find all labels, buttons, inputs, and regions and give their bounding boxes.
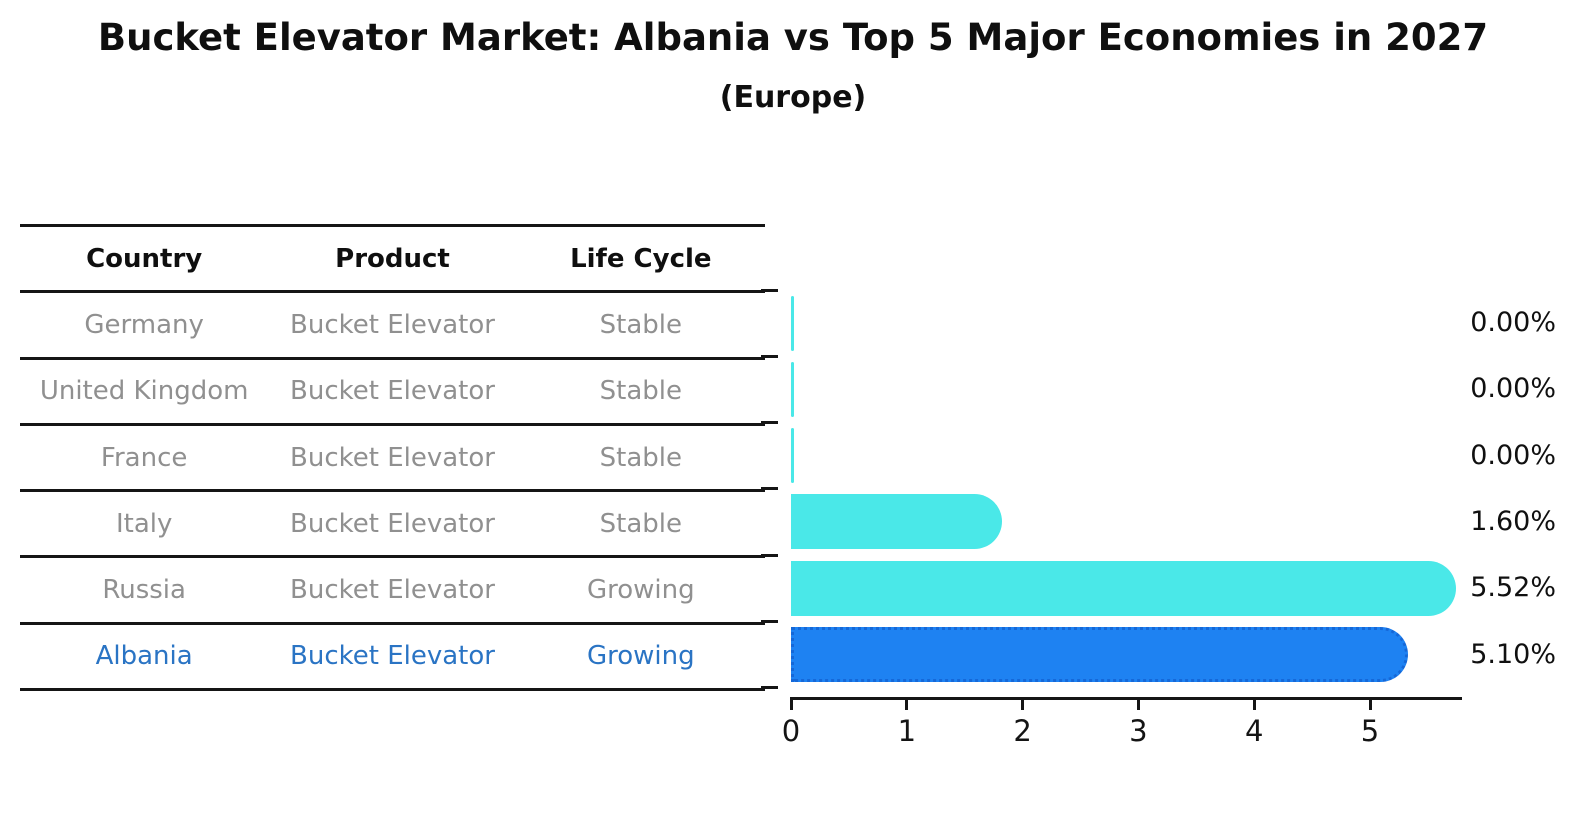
lifecycle-cell: Stable xyxy=(599,508,682,539)
lifecycle-cell: Stable xyxy=(599,376,682,407)
column-header-lifecycle: Life Cycle xyxy=(570,243,712,274)
value-label-united-kingdom: 0.00% xyxy=(1470,373,1556,405)
y-axis-dash xyxy=(761,288,778,292)
chart-subtitle: (Europe) xyxy=(719,80,867,115)
bar-germany xyxy=(791,295,794,351)
value-label-albania: 5.10% xyxy=(1470,638,1556,670)
table-row-russia: Russia Bucket Elevator Growing xyxy=(20,558,765,625)
lifecycle-cell: Growing xyxy=(586,575,695,606)
table-body: Germany Bucket Elevator Stable United Kingd… xyxy=(20,293,765,692)
lifecycle-cell: Growing xyxy=(586,641,695,672)
country-cell: Russia xyxy=(102,575,186,606)
value-label-italy: 1.60% xyxy=(1470,505,1556,537)
table-header-row: Country Product Life Cycle xyxy=(20,227,765,294)
x-axis-tick xyxy=(1021,697,1025,710)
y-axis-dash xyxy=(761,487,778,491)
bar-italy xyxy=(791,494,1003,550)
value-label-france: 0.00% xyxy=(1470,439,1556,471)
product-cell: Bucket Elevator xyxy=(290,641,495,672)
table-row-germany: Germany Bucket Elevator Stable xyxy=(20,293,765,360)
bar-france xyxy=(791,428,794,484)
table-row-united-kingdom: United Kingdom Bucket Elevator Stable xyxy=(20,360,765,426)
bar-russia xyxy=(791,560,1457,616)
product-cell: Bucket Elevator xyxy=(290,309,495,340)
y-axis-dash xyxy=(761,620,778,623)
x-axis-tick-label: 2 xyxy=(1013,714,1032,748)
x-axis-line xyxy=(791,697,1462,700)
x-axis-tick-label: 1 xyxy=(897,714,917,748)
x-axis-tick xyxy=(905,697,909,710)
lifecycle-cell: Stable xyxy=(599,309,682,340)
bar-albania xyxy=(791,627,1408,682)
product-cell: Bucket Elevator xyxy=(290,442,495,473)
y-axis-dash xyxy=(761,421,778,425)
value-label-germany: 0.00% xyxy=(1470,307,1556,338)
table-row-italy: Italy Bucket Elevator Stable xyxy=(20,492,765,559)
x-axis-tick-label: 5 xyxy=(1360,714,1380,748)
country-cell: Germany xyxy=(84,309,204,340)
x-axis-tick xyxy=(1368,697,1372,710)
y-axis-dash xyxy=(761,686,778,690)
x-axis-tick-label: 3 xyxy=(1129,714,1148,748)
product-cell: Bucket Elevator xyxy=(290,508,495,539)
x-axis-tick xyxy=(789,697,793,710)
lifecycle-cell: Stable xyxy=(599,442,682,473)
x-axis-tick xyxy=(1136,697,1140,710)
column-header-country: Country xyxy=(86,243,203,274)
bar-united-kingdom xyxy=(791,361,794,417)
product-cell: Bucket Elevator xyxy=(290,575,495,606)
country-cell: Italy xyxy=(115,508,173,539)
country-cell: United Kingdom xyxy=(39,376,249,407)
table-row-france: France Bucket Elevator Stable xyxy=(20,426,765,493)
table-row-albania: Albania Bucket Elevator Growing xyxy=(20,625,765,692)
column-header-product: Product xyxy=(335,243,450,274)
country-cell: France xyxy=(100,442,188,473)
value-label-russia: 5.52% xyxy=(1470,572,1556,604)
product-cell: Bucket Elevator xyxy=(290,376,495,407)
country-table: Country Product Life Cycle Germany Bucket… xyxy=(20,224,765,692)
y-axis-dash xyxy=(761,354,778,358)
y-axis-dash xyxy=(761,553,778,557)
x-axis-tick-label: 4 xyxy=(1244,714,1264,748)
chart-title: Bucket Elevator Market: Albania vs Top 5… xyxy=(97,16,1489,59)
x-axis-tick-label: 0 xyxy=(781,714,801,748)
country-cell: Albania xyxy=(95,641,193,672)
x-axis-tick xyxy=(1252,697,1256,710)
